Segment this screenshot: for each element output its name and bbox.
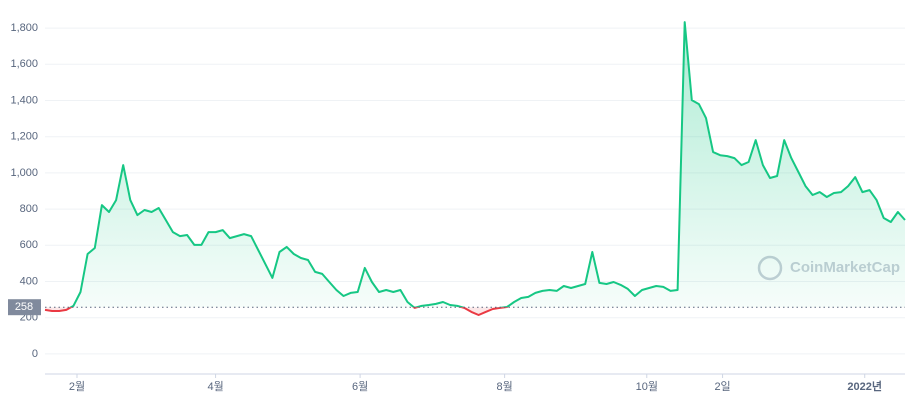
x-tick-label: 8월	[496, 380, 512, 393]
y-tick-label: 1,200	[10, 131, 38, 143]
y-tick-label: 600	[20, 239, 38, 251]
y-tick-label: 0	[32, 348, 38, 360]
baseline-label-box	[8, 299, 41, 316]
line-down	[44, 307, 509, 316]
y-tick-label: 400	[20, 275, 38, 287]
y-tick-label: 1,800	[10, 22, 38, 34]
area-up	[71, 22, 905, 308]
x-tick-label: 2월	[69, 380, 85, 393]
y-tick-label: 1,400	[10, 94, 38, 106]
y-tick-label: 1,600	[10, 58, 38, 70]
x-tick-label: 2일	[714, 379, 730, 393]
y-tick-label: 1,000	[10, 167, 38, 179]
y-tick-label: 800	[20, 203, 38, 215]
baseline-label: 258	[15, 301, 33, 313]
area-down	[45, 307, 905, 315]
x-tick-label: 4월	[207, 380, 223, 393]
x-tick-label: 6월	[352, 380, 368, 393]
x-tick-label: 10월	[636, 380, 658, 393]
x-tick-label: 2022년	[847, 379, 882, 393]
line-up	[69, 21, 906, 308]
